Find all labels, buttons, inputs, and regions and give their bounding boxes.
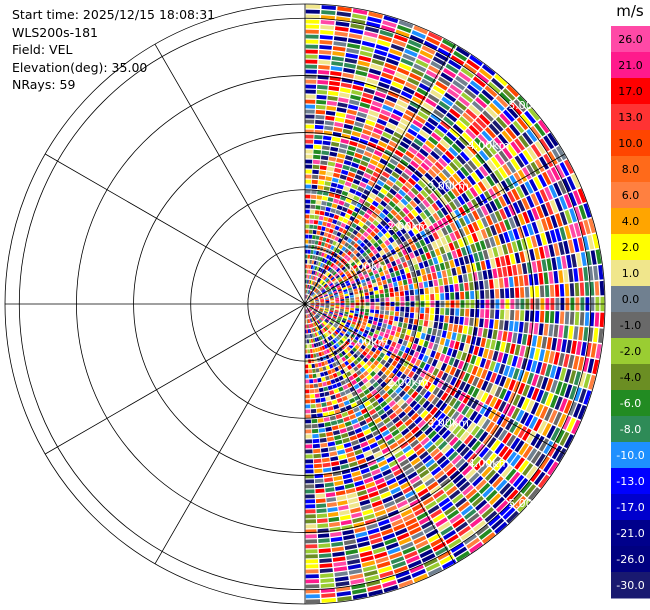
colorbar-swatch <box>611 494 650 521</box>
colorbar-tick-label: -30.0 <box>616 579 644 592</box>
colorbar-swatch <box>611 416 650 443</box>
range-ring-label: 3.00km <box>427 180 469 193</box>
colorbar-tick-label: 26.0 <box>618 33 643 46</box>
range-ring-label: 2.00km <box>387 376 429 389</box>
azimuth-spoke <box>304 303 565 455</box>
colorbar-swatch <box>611 390 650 417</box>
gate-group <box>305 9 605 597</box>
colorbar-tick-label: -4.0 <box>620 371 641 384</box>
colorbar-swatch <box>611 442 650 469</box>
colorbar-swatch <box>611 546 650 573</box>
azimuth-spoke <box>44 303 306 455</box>
instrument-text: WLS200s-181 <box>12 24 98 40</box>
range-ring-label: 5.00km <box>508 497 550 510</box>
colorbar-unit-label: m/s <box>616 2 644 20</box>
colorbar-swatch <box>611 78 650 105</box>
info-panel: Start time: 2025/12/15 18:08:31 WLS200s-… <box>12 6 215 94</box>
azimuth-spoke <box>304 303 456 564</box>
colorbar-tick-label: 2.0 <box>622 241 640 254</box>
colorbar-tick-label: -21.0 <box>616 527 644 540</box>
elevation-text: Elevation(deg): 35.00 <box>12 59 148 75</box>
colorbar-swatch <box>611 26 650 53</box>
range-ring-label: 4.00km <box>468 457 510 470</box>
colorbar-tick-label: -26.0 <box>616 553 644 566</box>
colorbar-tick-label: 4.0 <box>622 215 640 228</box>
colorbar-swatch <box>611 182 650 209</box>
colorbar-swatch <box>611 468 650 495</box>
colorbar-swatch <box>611 520 650 547</box>
range-ring-label: 1.00km <box>347 260 389 273</box>
azimuth-spoke <box>154 303 306 564</box>
range-ring-label: 4.00km <box>468 139 510 152</box>
colorbar-swatch <box>611 338 650 365</box>
start-time-text: Start time: 2025/12/15 18:08:31 <box>12 7 216 22</box>
range-ring-label: 5.00km <box>508 99 550 112</box>
nrays-text: NRays: 59 <box>12 77 76 92</box>
colorbar-tick-label: 13.0 <box>618 111 643 124</box>
colorbar-tick-label: -6.0 <box>620 397 641 410</box>
gate-group <box>305 20 599 577</box>
azimuth-spoke <box>44 153 306 305</box>
gate-group <box>305 31 592 598</box>
field-text: Field: VEL <box>12 42 73 57</box>
azimuth-spoke <box>304 153 565 305</box>
colorbar-swatch <box>611 104 650 131</box>
azimuth-spoke <box>304 43 456 305</box>
colorbar-tick-label: 1.0 <box>622 267 640 280</box>
colorbar-tick-label: -1.0 <box>620 319 641 332</box>
colorbar-swatch <box>611 572 650 599</box>
gate-group <box>305 26 605 569</box>
colorbar-swatch <box>611 208 650 235</box>
range-ring-label: 1.00km <box>347 336 389 349</box>
gate-group <box>305 10 595 570</box>
colorbar-tick-label: -2.0 <box>620 345 641 358</box>
colorbar: m/s 26.0 21.0 17.0 13.0 10.0 8.0 6.0 4.0 2.0 1.0 0.… <box>611 2 650 599</box>
colorbar-tick-label: 21.0 <box>618 59 643 72</box>
colorbar-tick-label: 6.0 <box>622 189 640 202</box>
gate-group <box>305 15 572 583</box>
range-ring-labels: 1.00km 2.00km 3.00km 4.00km 5.00km 1.00km 2.00… <box>347 99 550 510</box>
colorbar-swatch <box>611 130 650 157</box>
colorbar-tick-label: 10.0 <box>618 137 643 150</box>
colorbar-tick-label: -13.0 <box>616 475 644 488</box>
colorbar-swatch <box>611 234 650 261</box>
gate-group <box>305 8 600 593</box>
colorbar-tick-label: -17.0 <box>616 501 644 514</box>
gate-group <box>305 74 604 604</box>
colorbar-tick-label: 0.0 <box>622 293 640 306</box>
colorbar-swatch <box>611 156 650 183</box>
gate-group <box>305 16 592 570</box>
range-ring-label: 2.00km <box>387 220 429 233</box>
colorbar-tick-label: 8.0 <box>622 163 640 176</box>
colorbar-tick-label: -8.0 <box>620 423 641 436</box>
range-ring-label: 3.00km <box>427 416 469 429</box>
azimuth-spoke <box>154 43 306 305</box>
colorbar-tick-label: 17.0 <box>618 85 643 98</box>
azimuth-spokes <box>5 4 605 604</box>
colorbar-swatch <box>611 260 650 287</box>
colorbar-swatch <box>611 364 650 391</box>
colorbar-swatch <box>611 52 650 79</box>
colorbar-swatch <box>611 312 650 339</box>
colorbar-tick-label: -10.0 <box>616 449 644 462</box>
gate-group <box>305 30 590 599</box>
colorbar-swatch <box>611 286 650 313</box>
